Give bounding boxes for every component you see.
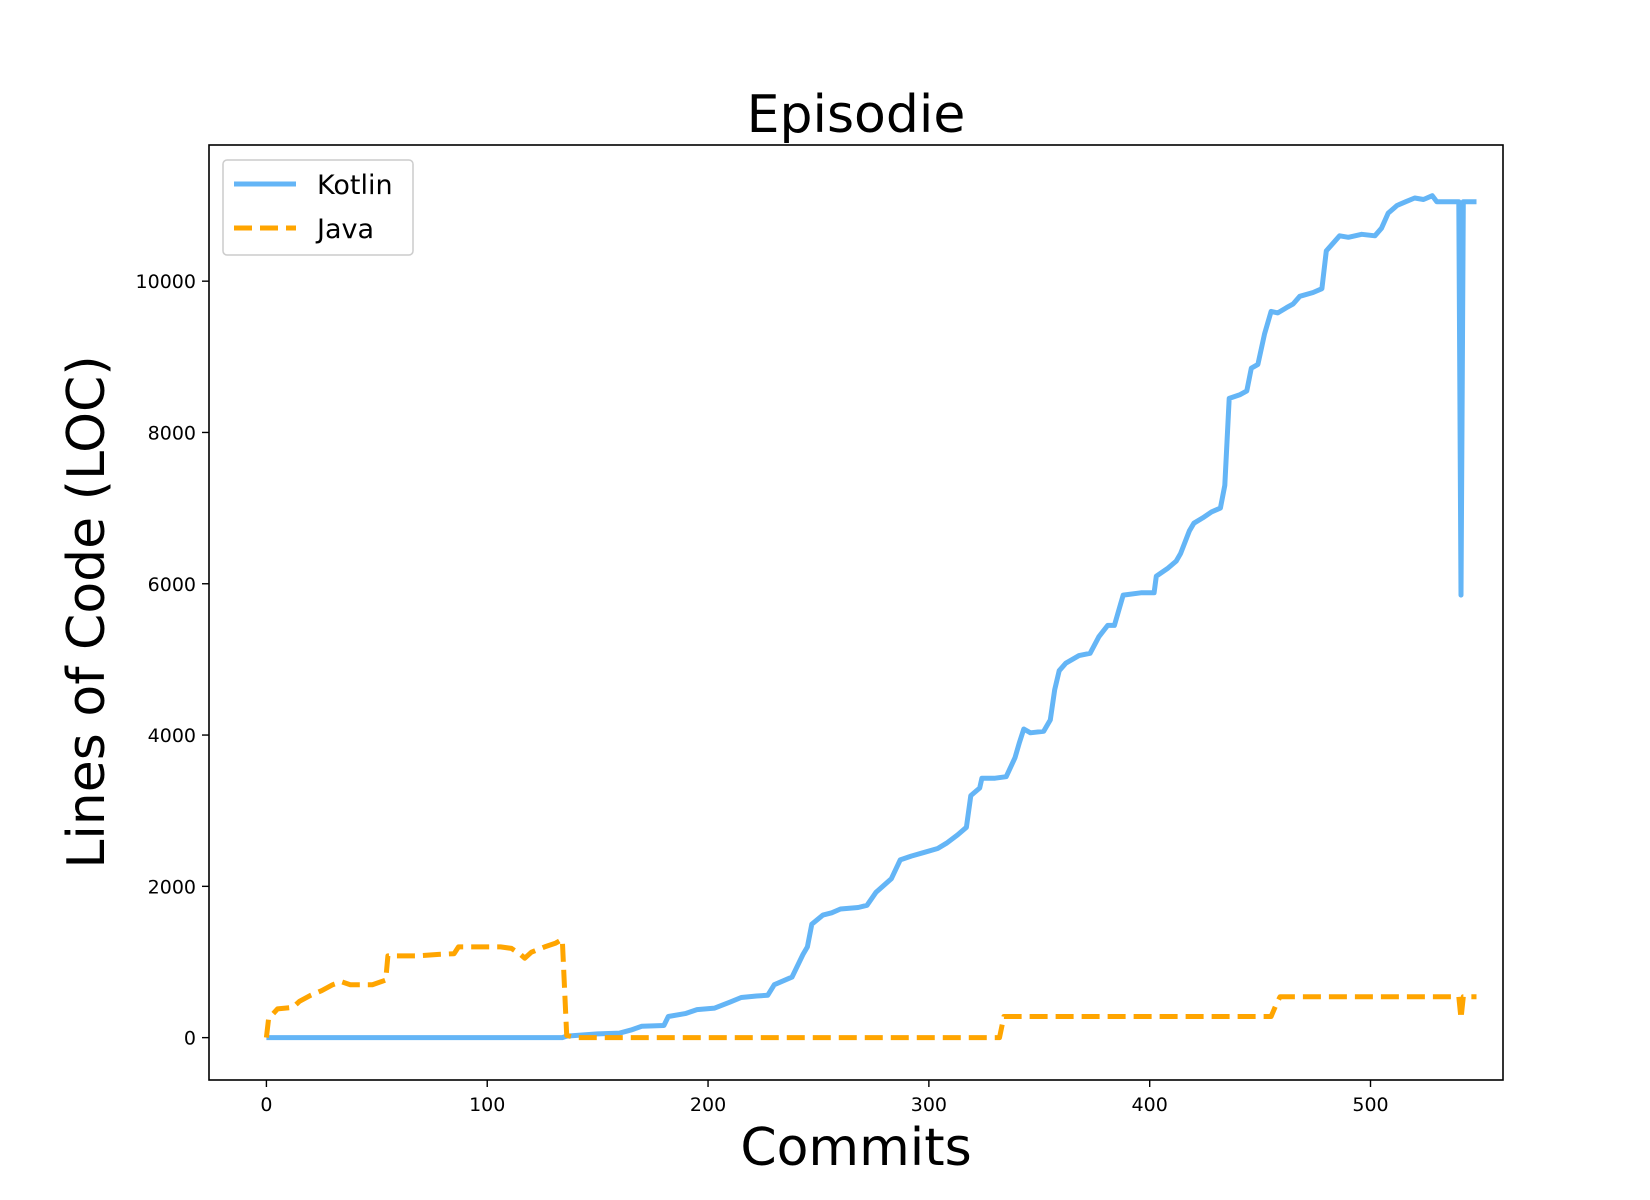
y-tick-label: 6000 — [148, 574, 196, 596]
series-line-kotlin — [266, 193, 1477, 1041]
series-line-java — [263, 936, 1477, 1041]
x-tick-label: 500 — [1352, 1094, 1388, 1116]
x-tick-label: 400 — [1132, 1094, 1168, 1116]
y-axis: 0 2000 4000 6000 8000 10000 — [136, 271, 209, 1050]
legend-label-kotlin: Kotlin — [317, 170, 393, 201]
x-tick-label: 0 — [260, 1094, 272, 1116]
y-tick-label: 10000 — [136, 271, 196, 293]
y-tick-label: 4000 — [148, 725, 196, 747]
y-tick-label: 8000 — [148, 422, 196, 444]
x-tick-label: 200 — [690, 1094, 726, 1116]
plot-lines — [263, 193, 1477, 1041]
legend-label-java: Java — [315, 214, 374, 245]
chart-title: Episodie — [747, 85, 966, 145]
y-tick-label: 0 — [184, 1028, 196, 1050]
x-axis-title: Commits — [740, 1118, 971, 1178]
legend: Kotlin Java — [222, 159, 414, 256]
x-tick-label: 300 — [911, 1094, 947, 1116]
x-tick-label: 100 — [469, 1094, 505, 1116]
y-axis-title: Lines of Code (LOC) — [57, 355, 117, 868]
x-axis: 0 100 200 300 400 500 — [260, 1080, 1389, 1116]
plot-frame — [208, 144, 1504, 1081]
y-tick-label: 2000 — [148, 876, 196, 898]
